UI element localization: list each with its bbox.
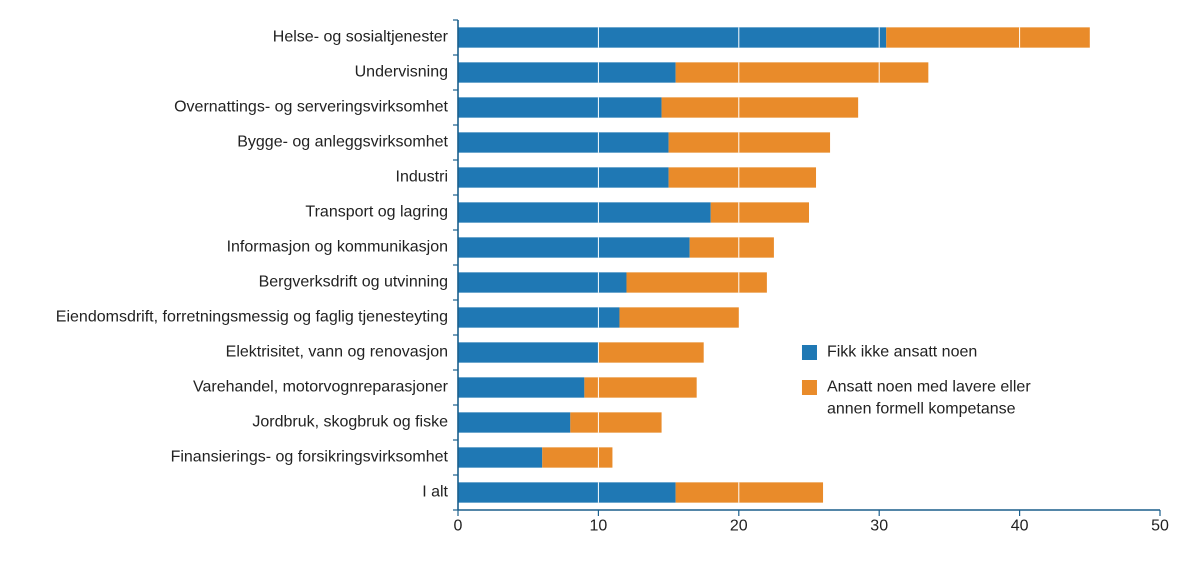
- bar-segment-s1: [458, 167, 669, 187]
- bar-segment-s2: [619, 307, 738, 327]
- category-label: Varehandel, motorvognreparasjoner: [193, 379, 449, 396]
- category-label: I alt: [422, 484, 448, 501]
- legend-label: annen formell kompetanse: [827, 401, 1016, 418]
- category-label: Eiendomsdrift, forretningsmessig og fagl…: [56, 309, 448, 326]
- bar-segment-s1: [458, 307, 619, 327]
- bar-segment-s1: [458, 62, 676, 82]
- category-label: Undervisning: [355, 64, 448, 81]
- bar-segment-s2: [669, 167, 816, 187]
- bar-segment-s2: [676, 62, 929, 82]
- category-label: Transport og lagring: [305, 204, 448, 221]
- legend-label: Ansatt noen med lavere eller: [827, 379, 1031, 396]
- legend-label: Fikk ikke ansatt noen: [827, 344, 977, 361]
- bar-segment-s1: [458, 482, 676, 502]
- bar-segment-s2: [886, 27, 1090, 47]
- bar-segment-s1: [458, 377, 584, 397]
- bar-segment-s2: [598, 342, 703, 362]
- category-label: Overnattings- og serveringsvirksomhet: [174, 99, 448, 116]
- bar-segment-s1: [458, 132, 669, 152]
- legend-swatch: [802, 345, 817, 360]
- category-label: Bygge- og anleggsvirksomhet: [237, 134, 448, 151]
- category-label: Industri: [396, 169, 448, 186]
- bar-segment-s2: [584, 377, 696, 397]
- bar-segment-s1: [458, 97, 662, 117]
- bar-segment-s2: [626, 272, 766, 292]
- category-label: Jordbruk, skogbruk og fiske: [252, 414, 448, 431]
- bar-segment-s1: [458, 342, 598, 362]
- chart-container: Helse- og sosialtjenester Undervisning Ove…: [0, 0, 1200, 569]
- category-label: Elektrisitet, vann og renovasjon: [226, 344, 448, 361]
- bar-segment-s1: [458, 237, 690, 257]
- x-tick-label: 30: [870, 517, 888, 534]
- bar-segment-s2: [669, 132, 830, 152]
- category-label: Helse- og sosialtjenester: [273, 29, 449, 46]
- bar-segment-s2: [570, 412, 661, 432]
- bar-segment-s2: [690, 237, 774, 257]
- category-label: Informasjon og kommunikasjon: [227, 239, 448, 256]
- bar-segment-s1: [458, 447, 542, 467]
- bar-segment-s2: [676, 482, 823, 502]
- bar-segment-s2: [711, 202, 809, 222]
- stacked-bar-chart: Helse- og sosialtjenester Undervisning Ove…: [0, 0, 1200, 569]
- x-tick-label: 20: [730, 517, 748, 534]
- legend-swatch: [802, 380, 817, 395]
- bar-segment-s2: [662, 97, 859, 117]
- bar-segment-s1: [458, 272, 626, 292]
- category-label: Finansierings- og forsikringsvirksomhet: [171, 449, 449, 466]
- x-tick-label: 50: [1151, 517, 1169, 534]
- bar-segment-s1: [458, 202, 711, 222]
- x-tick-label: 10: [590, 517, 608, 534]
- category-label: Bergverksdrift og utvinning: [259, 274, 448, 291]
- x-tick-label: 40: [1011, 517, 1029, 534]
- bar-segment-s1: [458, 412, 570, 432]
- bar-segment-s2: [542, 447, 612, 467]
- legend: Fikk ikke ansatt noen Ansatt noen med lav…: [802, 344, 1031, 418]
- x-tick-label: 0: [454, 517, 463, 534]
- bars-group: Helse- og sosialtjenester Undervisning Ove…: [56, 27, 1090, 502]
- bar-segment-s1: [458, 27, 886, 47]
